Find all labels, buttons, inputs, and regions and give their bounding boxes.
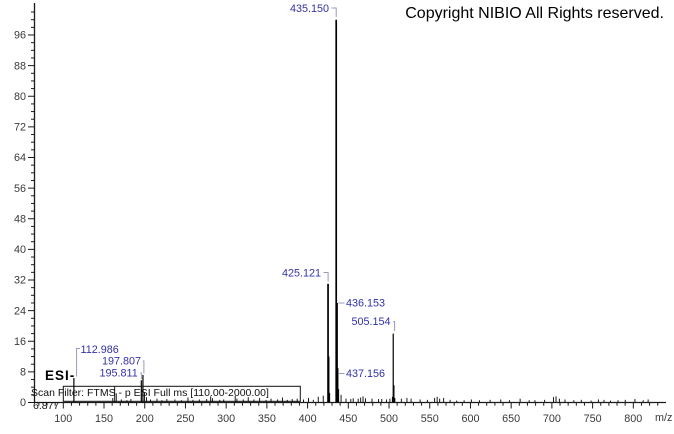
x-tick-label: 800 — [624, 413, 642, 425]
retention-time-value: 6.877 — [33, 400, 60, 412]
y-tick-label: 72 — [14, 122, 26, 134]
scan-filter-text: Scan Filter: FTMS - p ESI Full ms [110.0… — [31, 387, 269, 399]
copyright-text: Copyright NIBIO All Rights reserved. — [405, 5, 664, 22]
peak-label: 197.807 — [102, 356, 141, 368]
peak-label: 505.154 — [352, 316, 391, 328]
x-tick-label: 300 — [217, 413, 235, 425]
y-tick-label: 64 — [14, 152, 26, 164]
peak-label: 195.811 — [100, 368, 138, 380]
x-axis-unit-label: m/z — [655, 412, 673, 424]
x-tick-label: 500 — [380, 413, 398, 425]
x-tick-label: 200 — [136, 413, 154, 425]
peak-label-connector — [76, 348, 80, 377]
peak-label-connector — [140, 372, 142, 379]
x-tick-label: 700 — [543, 413, 561, 425]
peak-label: 425.121 — [282, 268, 321, 280]
peak-label: 435.150 — [290, 3, 329, 15]
peak-label: 112.986 — [81, 344, 119, 356]
y-tick-label: 0 — [20, 397, 26, 409]
peak-label-connector — [331, 7, 337, 17]
y-tick-label: 16 — [14, 336, 26, 348]
y-tick-label: 56 — [14, 183, 26, 195]
y-tick-label: 32 — [14, 275, 26, 287]
y-tick-label: 80 — [14, 91, 26, 103]
y-tick-label: 96 — [14, 30, 26, 42]
x-tick-label: 150 — [95, 413, 113, 425]
x-tick-label: 650 — [502, 413, 520, 425]
x-tick-label: 750 — [584, 413, 602, 425]
peak-label-connector — [393, 321, 396, 331]
x-tick-label: 450 — [339, 413, 357, 425]
peak-label-connector — [142, 360, 145, 374]
peak-label: 436.153 — [346, 298, 385, 310]
x-tick-label: 250 — [176, 413, 194, 425]
peak-label-connector — [323, 272, 329, 282]
x-tick-label: 550 — [421, 413, 439, 425]
x-tick-label: 400 — [299, 413, 317, 425]
y-tick-label: 40 — [14, 244, 26, 256]
y-tick-label: 8 — [20, 367, 26, 379]
ionization-mode-label: ESI- — [45, 368, 76, 383]
y-tick-label: 24 — [14, 305, 26, 317]
x-tick-label: 600 — [461, 413, 479, 425]
y-tick-label: 88 — [14, 60, 26, 72]
x-tick-label: 350 — [258, 413, 276, 425]
peak-label: 437.156 — [346, 368, 385, 380]
scan-filter-box — [62, 385, 301, 402]
y-tick-label: 48 — [14, 213, 26, 225]
x-tick-label: 100 — [54, 413, 72, 425]
